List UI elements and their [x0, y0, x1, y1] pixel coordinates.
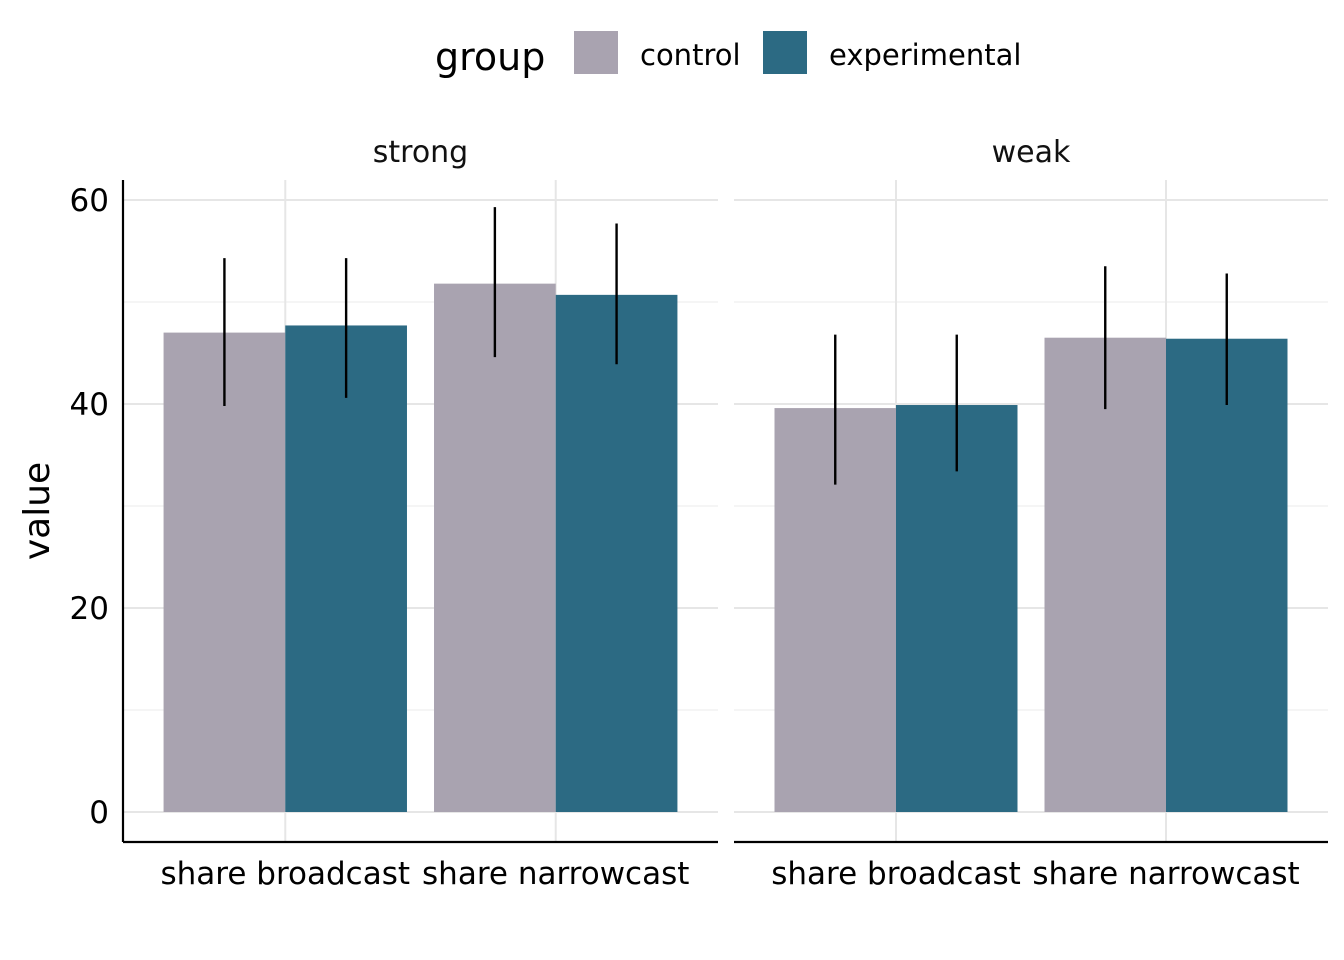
bar-strong-experimental: [555, 294, 678, 812]
bar-strong-control: [434, 283, 556, 812]
bar-weak-experimental: [1166, 338, 1288, 812]
y-tick-label: 60: [70, 183, 109, 219]
x-tick-label: share narrowcast: [422, 856, 689, 892]
bar-strong-control: [163, 332, 286, 812]
y-tick-label: 0: [89, 795, 109, 831]
x-tick-label: share broadcast: [771, 856, 1021, 892]
bar-weak-control: [1044, 337, 1166, 812]
x-tick-label: share narrowcast: [1032, 856, 1299, 892]
legend-title: group: [435, 35, 545, 79]
legend-label-control: control: [640, 38, 741, 72]
facet-label-strong: strong: [373, 135, 468, 170]
y-tick-label: 20: [70, 591, 109, 627]
legend-key-control: [574, 31, 618, 74]
facet-label-weak: weak: [992, 135, 1071, 170]
y-axis-title: value: [17, 462, 58, 560]
y-tick-label: 40: [70, 387, 109, 423]
x-tick-label: share broadcast: [161, 856, 411, 892]
legend-label-experimental: experimental: [829, 38, 1021, 72]
legend-key-experimental: [763, 31, 807, 74]
bar-strong-experimental: [285, 325, 407, 812]
bar-weak-experimental: [896, 405, 1018, 812]
